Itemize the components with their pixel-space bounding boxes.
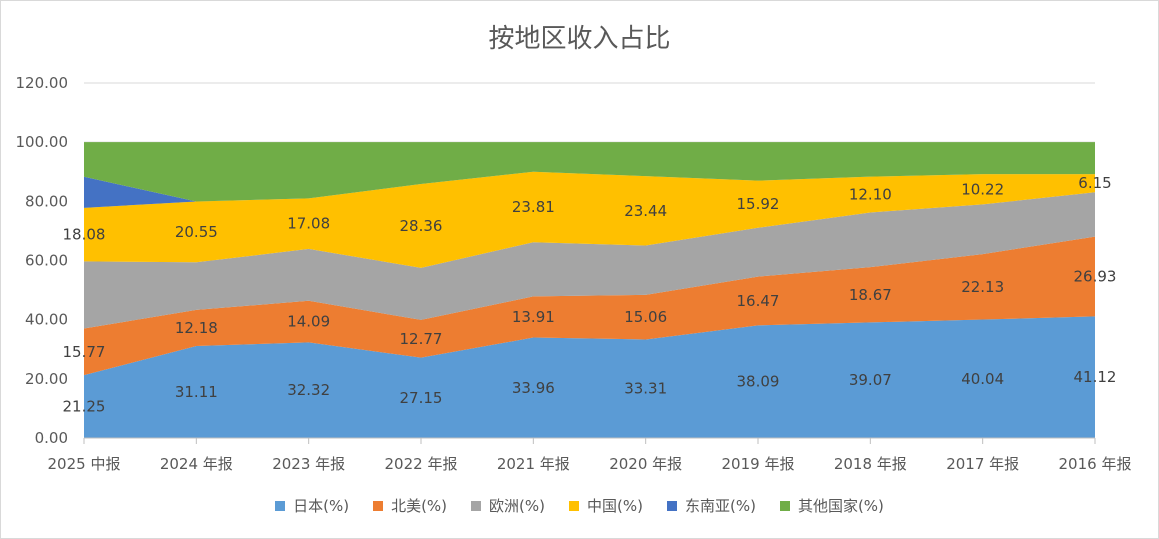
data-label: 33.96 [512,379,555,397]
legend-label: 其他国家(%) [797,497,884,515]
y-tick-label: 40.00 [25,311,68,329]
x-tick-label: 2024 年报 [160,455,233,473]
y-tick-label: 20.00 [25,370,68,388]
data-label: 41.12 [1074,368,1117,386]
data-label: 6.15 [1078,174,1111,192]
y-tick-label: 60.00 [25,252,68,270]
x-tick-label: 2017 年报 [946,455,1019,473]
legend-label: 中国(%) [587,497,643,515]
x-tick-label: 2023 年报 [272,455,345,473]
legend-label: 东南亚(%) [684,497,756,515]
data-label: 26.93 [1074,268,1117,286]
data-label: 15.77 [63,343,106,361]
data-label: 23.81 [512,198,555,216]
data-label: 17.08 [287,215,330,233]
chart-title: 按地区收入占比 [488,24,671,54]
chart-legend: 日本(%) 北美(%) 欧洲(%) 中国(%) 东南亚(%) 其他国家(%) [0,495,1159,516]
area-series-0 [84,316,1095,438]
x-tick-label: 2016 年报 [1059,455,1132,473]
data-label: 40.04 [961,370,1004,388]
data-label: 12.10 [849,186,892,204]
data-label: 10.22 [961,180,1004,198]
legend-item: 北美(%) [373,495,447,516]
legend-item: 中国(%) [569,495,643,516]
data-label: 12.18 [175,319,218,337]
legend-label: 欧洲(%) [489,497,545,515]
legend-swatch [569,500,579,511]
data-label: 18.08 [63,226,106,244]
data-label: 33.31 [624,380,667,398]
data-label: 28.36 [400,217,443,235]
x-tick-label: 2025 中报 [48,455,121,473]
y-tick-label: 120.00 [16,74,69,92]
data-label: 20.55 [175,223,218,241]
data-label: 18.67 [849,286,892,304]
y-tick-label: 0.00 [35,429,68,447]
data-label: 15.06 [624,308,667,326]
legend-swatch [275,500,286,511]
y-tick-label: 100.00 [16,133,69,151]
x-tick-label: 2021 年报 [497,455,570,473]
legend-swatch [471,500,482,511]
x-tick-label: 2018 年报 [834,455,907,473]
data-label: 13.91 [512,308,555,326]
area-series-5 [84,142,1095,202]
x-tick-label: 2020 年报 [609,455,682,473]
data-label: 39.07 [849,371,892,389]
data-label: 27.15 [400,389,443,407]
y-tick-label: 80.00 [25,192,68,210]
x-tick-label: 2019 年报 [722,455,795,473]
legend-item: 东南亚(%) [666,495,756,516]
data-label: 16.47 [737,292,780,310]
data-label: 14.09 [287,313,330,331]
data-label: 38.09 [737,373,780,391]
data-label: 15.92 [737,195,780,213]
legend-swatch [373,500,384,511]
x-tick-label: 2022 年报 [385,455,458,473]
data-label: 22.13 [961,278,1004,296]
legend-swatch [779,500,790,511]
area-series-2 [84,192,1095,329]
data-label: 32.32 [287,381,330,399]
data-label: 12.77 [400,330,443,348]
legend-swatch [666,500,677,511]
data-label: 31.11 [175,383,218,401]
legend-item: 其他国家(%) [779,495,884,516]
area-series-1 [84,236,1095,376]
data-label: 21.25 [63,398,106,416]
legend-item: 日本(%) [275,495,349,516]
area-series-3 [84,171,1095,268]
legend-label: 北美(%) [391,497,448,515]
legend-item: 欧洲(%) [471,495,545,516]
data-label: 23.44 [624,202,667,220]
legend-label: 日本(%) [293,497,350,515]
